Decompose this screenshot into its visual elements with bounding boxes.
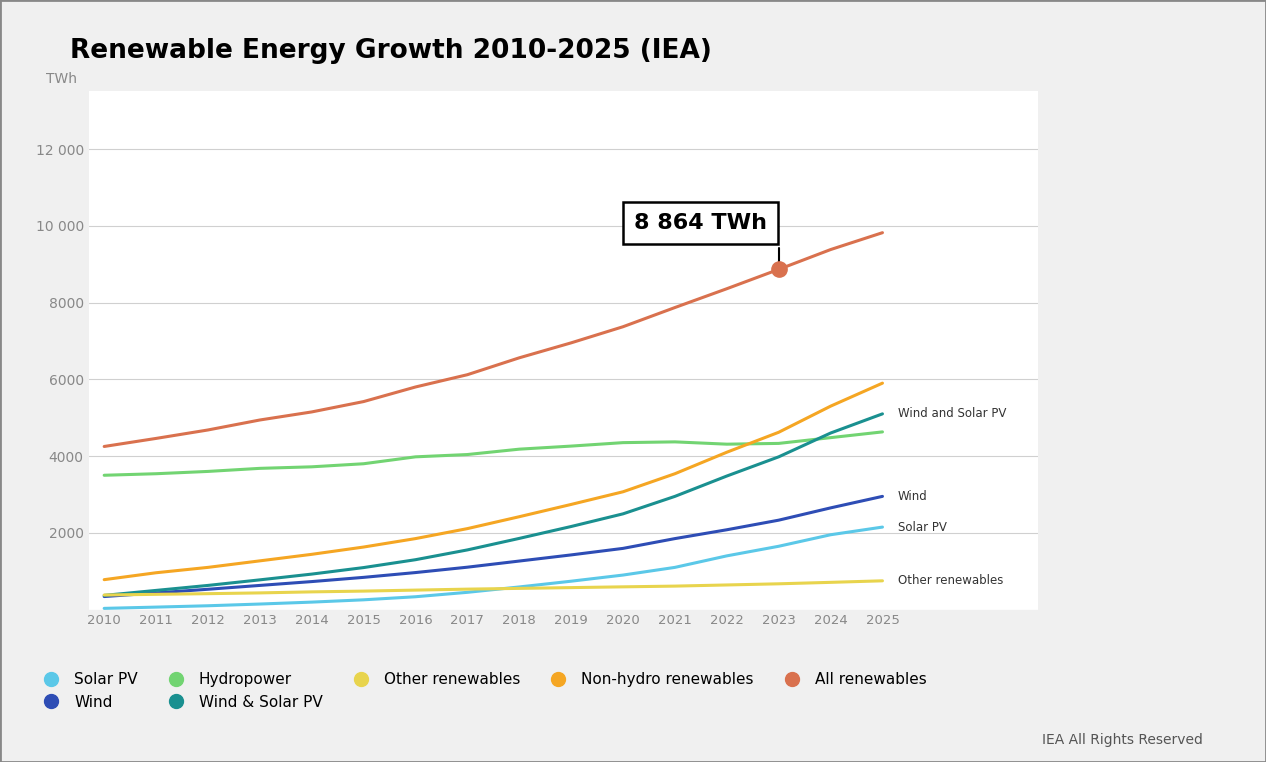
Text: 8 864 TWh: 8 864 TWh <box>634 213 779 267</box>
Text: Solar PV: Solar PV <box>898 520 947 533</box>
Text: Wind: Wind <box>898 490 928 503</box>
Legend: Solar PV, Wind, Hydropower, Wind & Solar PV, Other renewables, Non-hydro renewab: Solar PV, Wind, Hydropower, Wind & Solar… <box>30 666 933 716</box>
Text: Other renewables: Other renewables <box>898 575 1004 588</box>
Text: IEA All Rights Reserved: IEA All Rights Reserved <box>1042 733 1203 747</box>
Text: Renewable Energy Growth 2010-2025 (IEA): Renewable Energy Growth 2010-2025 (IEA) <box>70 38 711 64</box>
Text: TWh: TWh <box>46 72 77 86</box>
Text: Wind and Solar PV: Wind and Solar PV <box>898 408 1006 421</box>
